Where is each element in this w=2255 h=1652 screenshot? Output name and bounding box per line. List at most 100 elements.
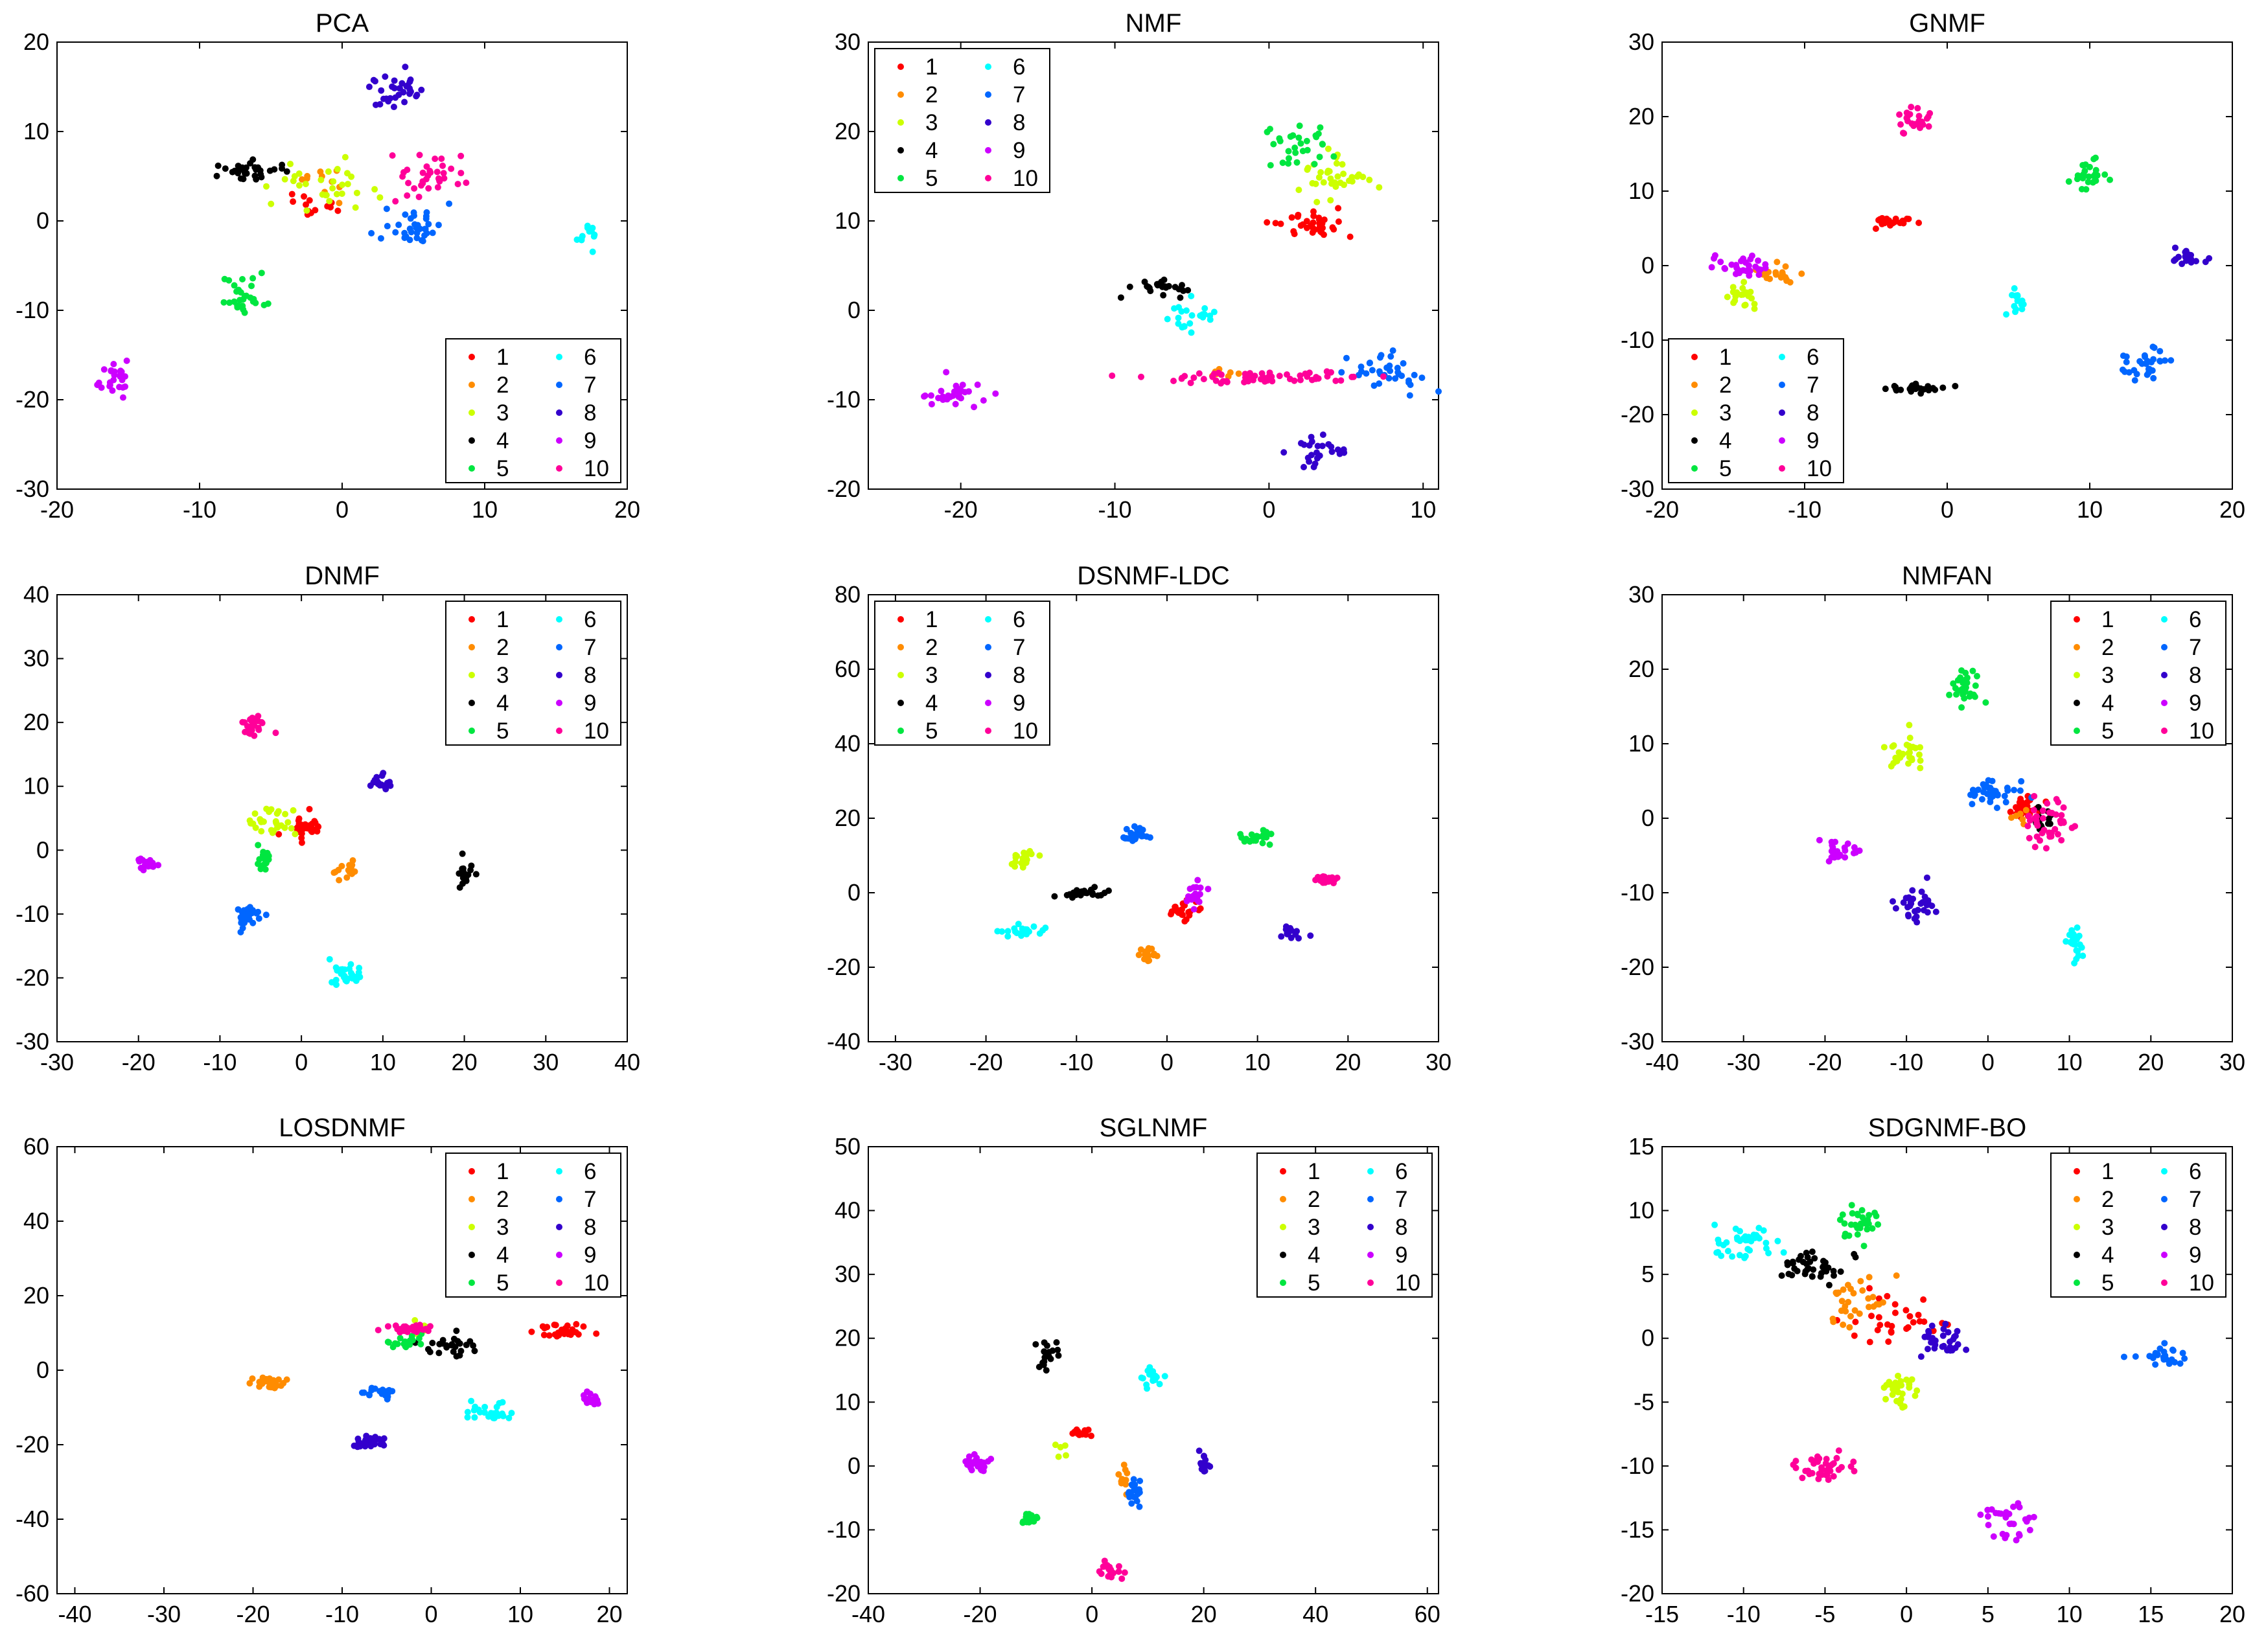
data-point bbox=[2136, 358, 2144, 365]
data-point bbox=[2151, 344, 2158, 351]
data-point bbox=[302, 181, 309, 188]
legend-label: 6 bbox=[584, 607, 596, 632]
data-point bbox=[2026, 834, 2033, 842]
legend-marker bbox=[1367, 1252, 1374, 1258]
data-point bbox=[237, 175, 244, 182]
data-point bbox=[2092, 178, 2099, 185]
data-point bbox=[251, 732, 258, 739]
data-point bbox=[314, 823, 321, 830]
legend-marker bbox=[1367, 1224, 1374, 1230]
legend-marker bbox=[1779, 437, 1785, 444]
data-point bbox=[2055, 799, 2062, 806]
cluster-8 bbox=[1889, 874, 1939, 926]
data-point bbox=[1120, 1462, 1128, 1469]
data-point bbox=[2033, 813, 2041, 820]
data-point bbox=[1910, 1319, 1917, 1326]
data-point bbox=[1892, 905, 1899, 912]
data-point bbox=[1798, 270, 1805, 277]
data-point bbox=[994, 928, 1001, 935]
data-point bbox=[389, 83, 396, 90]
data-point bbox=[1875, 216, 1882, 224]
data-point bbox=[1884, 1292, 1891, 1300]
cluster-8 bbox=[367, 770, 394, 793]
legend-marker bbox=[897, 63, 904, 70]
data-point bbox=[304, 172, 311, 179]
data-point bbox=[333, 190, 340, 198]
legend-marker bbox=[2074, 728, 2080, 734]
data-point bbox=[1033, 1513, 1040, 1520]
data-point bbox=[1952, 382, 1959, 389]
data-point bbox=[413, 235, 421, 242]
data-point bbox=[255, 842, 262, 849]
data-point bbox=[1910, 895, 1917, 902]
data-point bbox=[1018, 932, 1025, 939]
cluster-3 bbox=[1880, 722, 1924, 772]
data-point bbox=[1825, 1281, 1833, 1289]
data-point bbox=[971, 1451, 978, 1458]
cluster-10 bbox=[1312, 873, 1341, 887]
data-point bbox=[2037, 837, 2044, 844]
data-point bbox=[1012, 928, 1019, 935]
data-point bbox=[1263, 829, 1270, 836]
data-point bbox=[383, 205, 390, 212]
data-point bbox=[399, 1325, 406, 1333]
data-point bbox=[1864, 1226, 1871, 1233]
data-point bbox=[1354, 173, 1361, 180]
x-tick-label: 20 bbox=[1191, 1601, 1217, 1627]
data-point bbox=[1751, 301, 1758, 308]
data-point bbox=[588, 1398, 596, 1405]
data-point bbox=[1728, 261, 1735, 268]
legend-label: 6 bbox=[1013, 54, 1025, 80]
legend: 1 2 3 45 6 7 8 910 bbox=[445, 1153, 621, 1298]
data-point bbox=[2149, 367, 2156, 374]
data-point bbox=[1306, 442, 1313, 449]
data-point bbox=[1975, 786, 1982, 794]
data-point bbox=[259, 818, 266, 825]
cluster-9 bbox=[135, 855, 162, 874]
cluster-7 bbox=[2120, 1340, 2188, 1368]
data-point bbox=[1875, 1221, 1882, 1228]
data-point bbox=[214, 162, 222, 169]
data-point bbox=[402, 233, 410, 240]
data-point bbox=[1366, 176, 1373, 183]
data-point bbox=[155, 862, 162, 869]
legend-label: 7 bbox=[1013, 635, 1025, 660]
data-point bbox=[1958, 704, 1965, 711]
data-point bbox=[408, 229, 415, 236]
data-point bbox=[1774, 1237, 1781, 1245]
data-point bbox=[552, 1322, 559, 1329]
x-tick-label: 10 bbox=[1410, 496, 1436, 523]
panel-nmf: NMF -20 -10 0 10 -20 -10 0 10 20 30 123 4 5 678 9 10 bbox=[827, 9, 1442, 523]
cluster-6 bbox=[1711, 1221, 1787, 1261]
data-point bbox=[1866, 1274, 1873, 1281]
data-point bbox=[2131, 377, 2138, 384]
legend-label: 5 bbox=[496, 456, 509, 481]
x-tick-label: 20 bbox=[2219, 496, 2245, 523]
data-point bbox=[306, 197, 313, 204]
x-tick-label: -40 bbox=[851, 1601, 885, 1627]
data-point bbox=[1886, 222, 1893, 229]
data-point bbox=[1209, 373, 1216, 380]
data-point bbox=[1332, 183, 1339, 190]
data-point bbox=[1264, 219, 1271, 226]
data-point bbox=[1245, 378, 1252, 385]
data-point bbox=[1164, 315, 1171, 323]
data-point bbox=[422, 215, 430, 222]
legend-label: 6 bbox=[2189, 607, 2201, 632]
data-point bbox=[1980, 788, 1987, 796]
data-point bbox=[1742, 1252, 1749, 1259]
legend-marker bbox=[1779, 354, 1785, 360]
data-point bbox=[1906, 749, 1914, 756]
data-point bbox=[2192, 258, 2199, 265]
data-point bbox=[1905, 913, 1912, 920]
data-point bbox=[1376, 184, 1383, 191]
data-point bbox=[1301, 441, 1308, 448]
data-point bbox=[1906, 1381, 1913, 1388]
legend-marker bbox=[556, 672, 562, 678]
data-point bbox=[241, 915, 248, 923]
data-point bbox=[376, 194, 384, 201]
data-point bbox=[1126, 1489, 1133, 1496]
cluster-4 bbox=[1051, 884, 1112, 901]
data-point bbox=[1311, 161, 1318, 168]
data-point bbox=[1144, 1385, 1151, 1392]
